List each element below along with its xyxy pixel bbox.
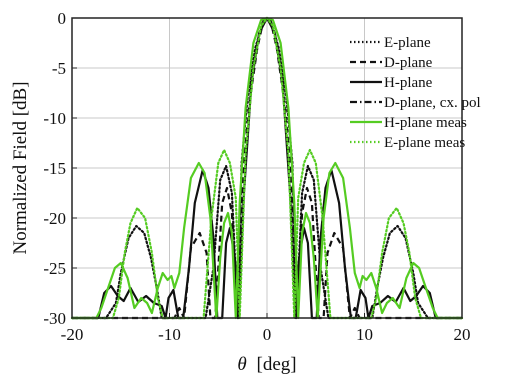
legend-label: D-plane (384, 55, 433, 71)
legend-label: H-plane (384, 75, 433, 91)
legend: E-plane D-plane H-plane D-plane, cx. pol H-p… (350, 35, 481, 151)
legend-label: H-plane meas (384, 115, 467, 131)
x-axis-unit: [deg] (257, 354, 297, 375)
y-tick-label: -10 (43, 109, 66, 128)
x-tick-label: 0 (263, 325, 272, 344)
x-tick-label: 10 (356, 325, 373, 344)
y-axis-label: Normalized Field [dB] (10, 81, 31, 254)
legend-label: E-plane meas (384, 135, 465, 151)
x-tick-label: -20 (61, 325, 84, 344)
grid-lines (72, 18, 462, 318)
x-axis-symbol: θ (237, 354, 246, 375)
y-tick-label: -20 (43, 209, 66, 228)
x-tick-label: 20 (454, 325, 471, 344)
y-tick-label: -5 (52, 59, 66, 78)
x-axis-label: θ [deg] (237, 354, 296, 375)
legend-label: E-plane (384, 35, 431, 51)
x-tick-label: -10 (158, 325, 181, 344)
y-tick-label: 0 (58, 9, 67, 28)
legend-label: D-plane, cx. pol (384, 95, 481, 111)
y-tick-label: -25 (43, 259, 66, 278)
y-tick-label: -15 (43, 159, 66, 178)
axis-ticks: -20 -10 0 10 20 0 -5 -10 -15 -20 -25 -30 (43, 9, 470, 344)
y-tick-label: -30 (43, 309, 66, 328)
